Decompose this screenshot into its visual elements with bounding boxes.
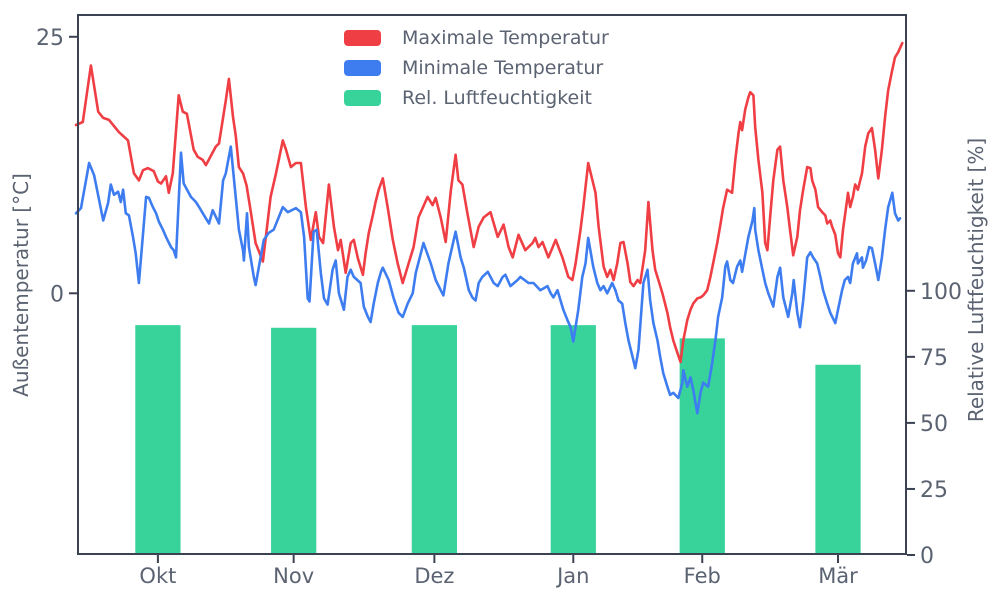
legend-label-min-temp: Minimale Temperatur: [402, 56, 604, 79]
legend-item-min-temp: Minimale Temperatur: [344, 56, 609, 79]
min-temp-line: [74, 145, 902, 415]
left-tick-label-0: 0: [50, 282, 64, 307]
humidity-bar-okt: [135, 325, 181, 555]
legend: Maximale Temperatur Minimale Temperatur …: [344, 26, 609, 109]
right-tick-label-75: 75: [920, 346, 948, 371]
humidity-bar-feb: [679, 338, 725, 555]
right-tick-label-50: 50: [920, 412, 948, 437]
max-temp-swatch-icon: [344, 29, 381, 46]
max-temp-line: [74, 41, 904, 364]
x-tick-label-mär: Mär: [818, 564, 858, 588]
humidity-bar-jan: [550, 325, 596, 555]
plot-border: [77, 14, 907, 555]
humidity-bar-mär: [815, 364, 861, 555]
humidity-bar-dez: [411, 325, 458, 555]
legend-item-max-temp: Maximale Temperatur: [344, 26, 609, 49]
right-tick-label-100: 100: [920, 280, 962, 305]
x-tick-label-nov: Nov: [273, 564, 314, 588]
min-temp-swatch-icon: [344, 59, 381, 76]
left-axis-title: Außentemperatur [°C]: [9, 173, 33, 397]
legend-label-max-temp: Maximale Temperatur: [402, 26, 609, 49]
right-tick-label-25: 25: [920, 478, 948, 503]
humidity-bar-nov: [271, 327, 317, 555]
right-axis-title: Relative Luftfeuchtigkeit [%]: [964, 137, 988, 423]
legend-label-humidity: Rel. Luftfeuchtigkeit: [402, 86, 592, 109]
x-tick-label-okt: Okt: [139, 564, 176, 588]
x-tick-label-jan: Jan: [555, 564, 589, 588]
humidity-swatch-icon: [344, 89, 381, 106]
legend-item-humidity: Rel. Luftfeuchtigkeit: [344, 86, 609, 109]
x-tick-label-feb: Feb: [684, 564, 721, 588]
left-tick-label-25: 25: [36, 26, 64, 51]
x-tick-label-dez: Dez: [414, 564, 454, 588]
right-tick-label-0: 0: [920, 544, 934, 569]
